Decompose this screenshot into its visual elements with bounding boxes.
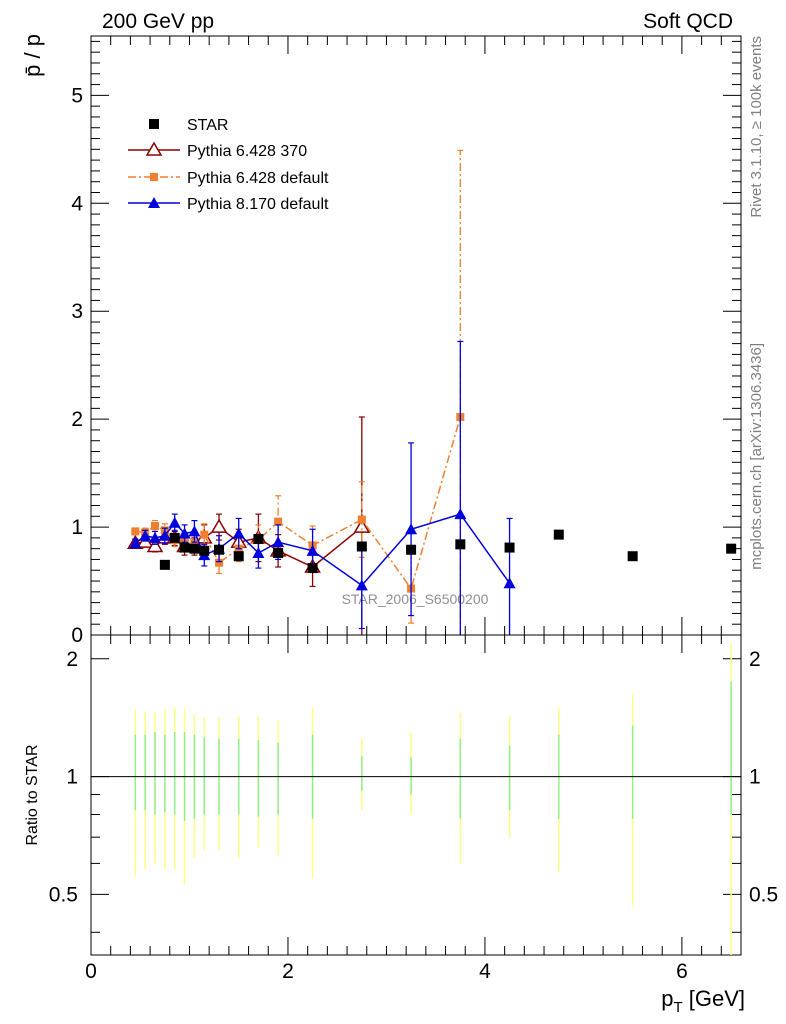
x-axis-label-p: p [661,986,673,1011]
pythia8-default-point [129,537,142,549]
pythia8-default-point [252,546,265,558]
pythia6-370-point [210,518,228,533]
main-panel: 0 1 2 3 4 5 [71,35,742,647]
ratio-ytick-label-right: 0.5 [749,883,778,906]
analysis-watermark: STAR_2006_S6500200 [342,591,489,607]
star-data-point [179,542,190,553]
pythia6-370-point [353,518,371,533]
pythia6-default-point [151,521,160,530]
x-axis-label: pT [GeV] [661,986,745,1016]
x-tick-label: 0 [85,960,97,983]
pythia8-default-point [139,529,152,541]
pythia8-default-point [158,529,171,541]
legend-marker [145,141,163,156]
legend-label: Pythia 6.428 370 [187,143,307,160]
star-data-point [214,544,225,555]
star-data-point [233,551,244,562]
pythia8-default-point [272,536,285,548]
pythia6-370-point [146,538,164,553]
star-data-point [307,563,318,574]
mcplots-info-label: mcplots.cern.ch [arXiv:1306.3436] [748,343,765,570]
star-data-point [189,543,200,554]
ratio-panel: 0 2 4 6 0.5 0.5 1 1 2 2 [49,634,778,983]
ratio-ytick-label-right: 2 [749,648,761,671]
legend-marker [150,173,158,181]
main-ytick-label: 3 [71,300,83,323]
header-right: Soft QCD [643,10,733,33]
legend-label: Pythia 8.170 default [187,196,329,213]
header-left: 200 GeV pp [102,10,214,33]
x-tick-label: 2 [282,960,294,983]
ratio-frame [90,634,742,956]
main-ytick-label: 1 [71,516,83,539]
star-data-point [504,542,515,553]
star-data-point [455,539,466,550]
main-ytick-label: 5 [71,84,83,107]
x-tick-label: 4 [479,960,491,983]
ratio-ytick-label-left: 1 [66,766,78,789]
pythia6-default-point [131,527,140,536]
pythia8-default-point [178,527,191,539]
ratio-ytick-label-left: 0.5 [49,883,78,906]
main-ytick-label: 4 [71,192,83,215]
pythia6-default-point [274,517,283,526]
star-data-point [406,544,417,555]
rivet-info-label: Rivet 3.1.10, ≥ 100k events [748,36,765,218]
ratio-ytick-label-right: 1 [749,766,761,789]
ratio-ytick-label-left: 2 [66,648,78,671]
legend: STAR Pythia 6.428 370 Pythia 6.428 default… [128,117,329,213]
pythia8-default-point [188,525,201,537]
x-axis-label-unit: [GeV] [683,986,745,1011]
main-ylabel: p̄ / p [20,34,45,77]
star-data-point [553,529,564,540]
main-ytick-label: 2 [71,408,83,431]
main-ytick-label: 0 [71,624,83,647]
star-data-point [273,547,284,558]
ratio-ylabel: Ratio to STAR [24,744,41,845]
pythia6-default-point [200,530,209,539]
star-data-point [199,545,210,556]
star-data-point [253,533,264,544]
pythia8-default-point [168,516,181,528]
legend-label: Pythia 6.428 default [187,170,329,187]
legend-marker [149,119,159,129]
star-data-point [627,551,638,562]
pythia8-default-point [149,531,162,543]
pythia6-default-point [215,558,224,567]
pythia6-default-line [135,416,462,591]
pythia8-default-point [405,523,418,535]
legend-label: STAR [187,117,228,134]
star-data-point [726,543,737,554]
pythia8-default-point [503,577,516,589]
pythia8-default-point [355,579,368,591]
x-tick-label: 6 [676,960,688,983]
star-data-point [169,532,180,543]
pythia8-default-point [454,508,467,520]
pythia8-default-point [306,544,319,556]
pythia6-default-point [357,515,366,524]
legend-marker [148,197,160,208]
pythia8-default-point [232,527,245,539]
star-data-point [356,541,367,552]
star-data-point [159,559,170,570]
x-axis-label-sub: T [673,999,682,1016]
